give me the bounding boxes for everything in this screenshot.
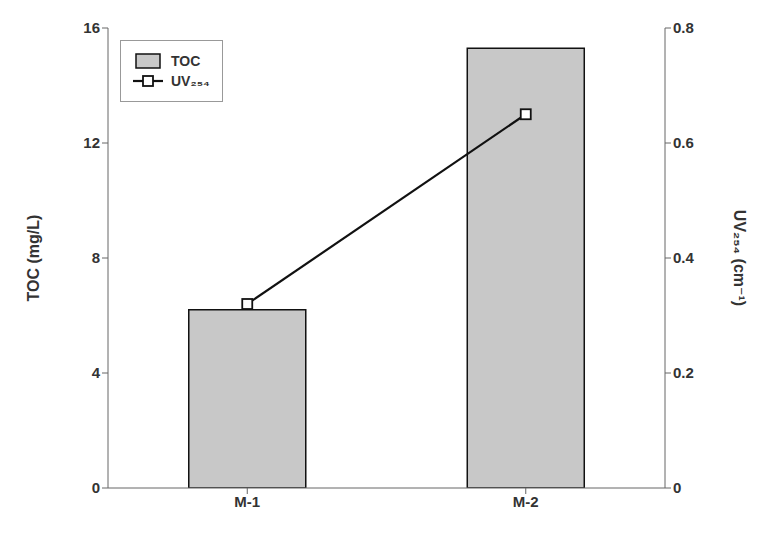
svg-text:12: 12 (83, 134, 100, 151)
svg-text:16: 16 (83, 19, 100, 36)
svg-text:TOC (mg/L): TOC (mg/L) (25, 215, 42, 302)
svg-text:UV₂₅₄ (cm⁻¹): UV₂₅₄ (cm⁻¹) (731, 210, 748, 306)
svg-text:0: 0 (92, 479, 100, 496)
svg-text:0: 0 (673, 479, 681, 496)
svg-text:0.6: 0.6 (673, 134, 694, 151)
svg-text:0.4: 0.4 (673, 249, 695, 266)
svg-text:0.2: 0.2 (673, 364, 694, 381)
html-text:UV₂₅₄: UV₂₅₄ (171, 73, 210, 89)
svg-text:M-2: M-2 (513, 493, 539, 510)
html-text:TOC: TOC (171, 53, 201, 69)
svg-text:0.8: 0.8 (673, 19, 694, 36)
svg-text:M-1: M-1 (234, 493, 260, 510)
svg-text:4: 4 (92, 364, 101, 381)
svg-text:8: 8 (92, 249, 100, 266)
